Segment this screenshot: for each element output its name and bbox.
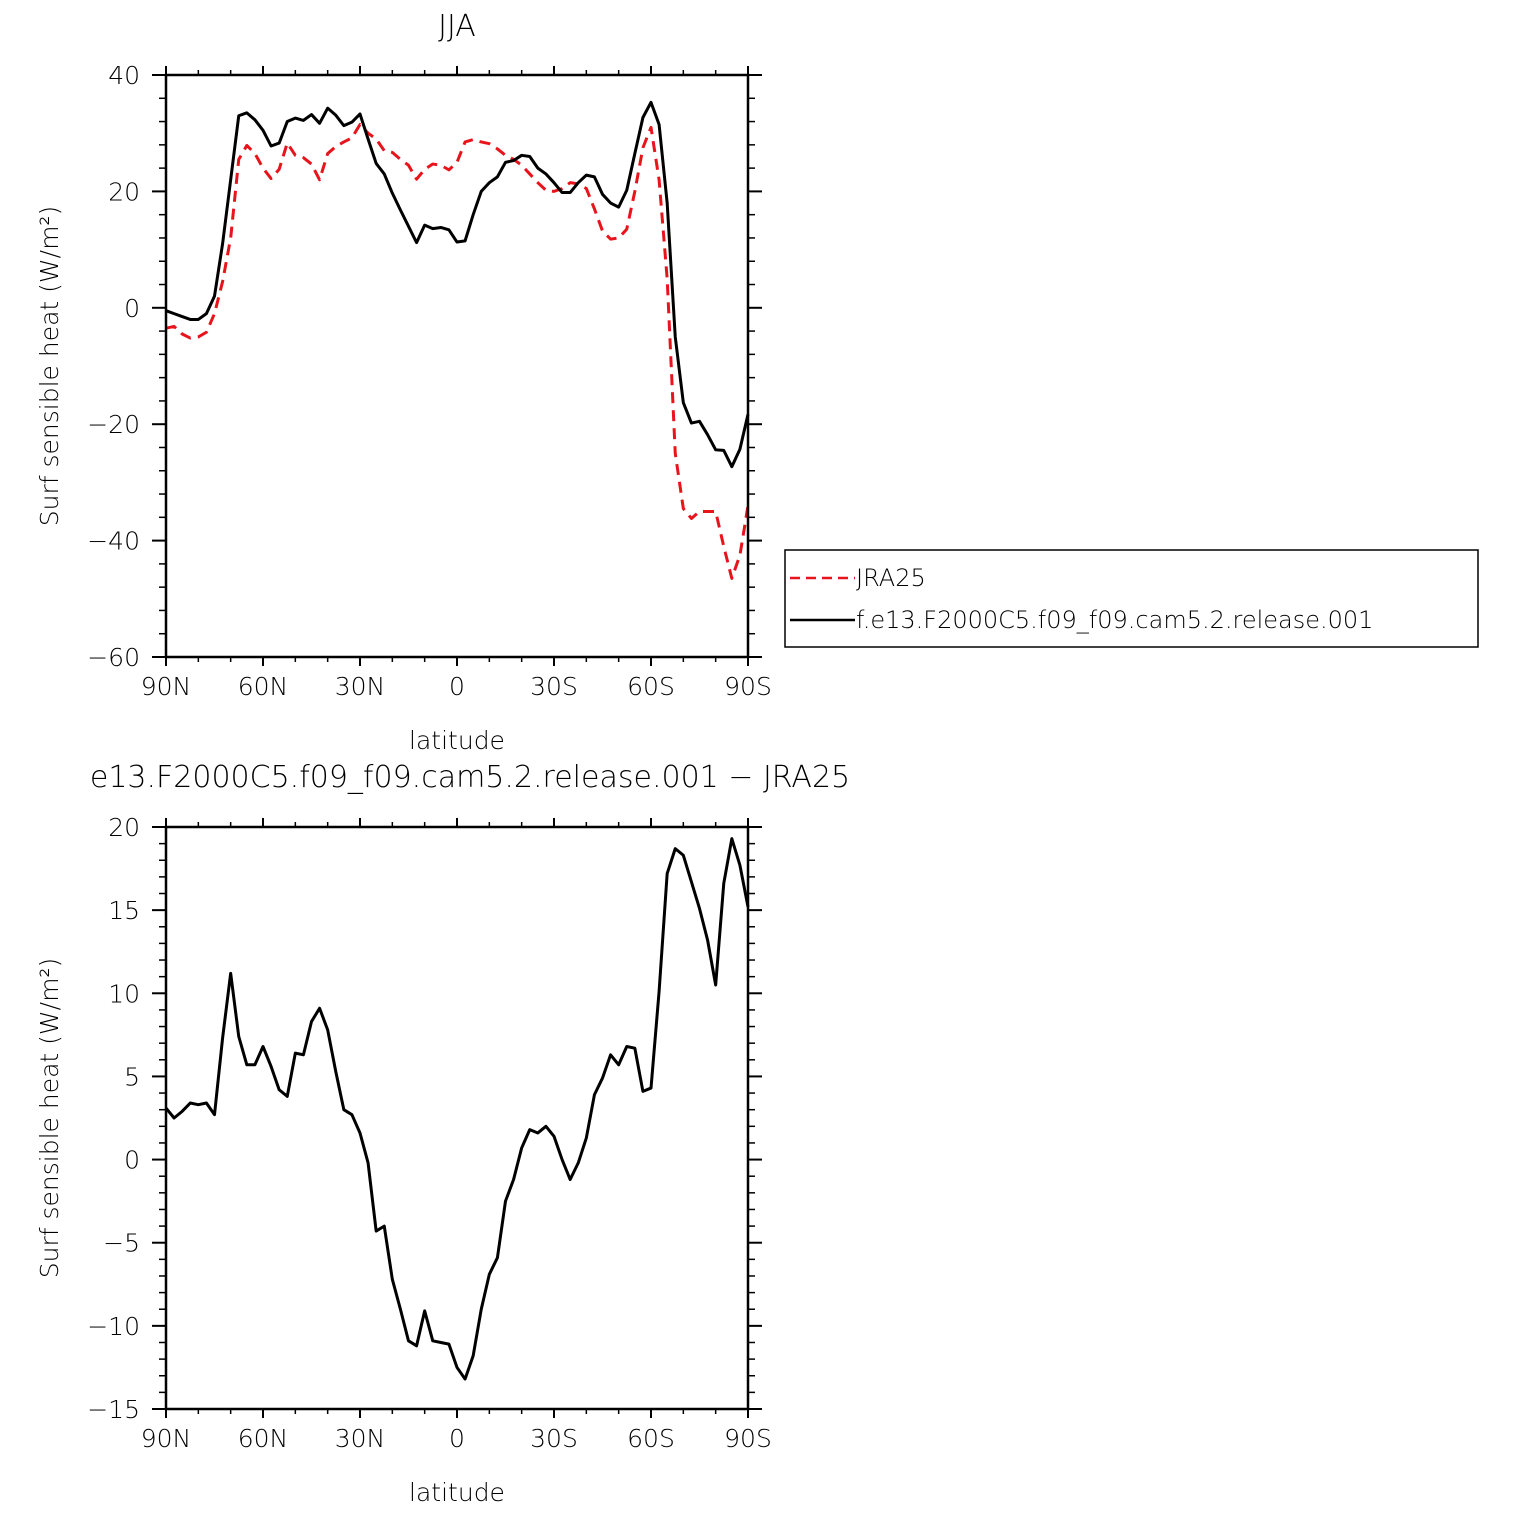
bottom-x-tick-label: 90S — [724, 1424, 772, 1453]
bottom-y-tick-label: 20 — [108, 813, 140, 842]
top-y-tick-label: 40 — [108, 61, 140, 90]
top-y-tick-label: 0 — [124, 294, 140, 323]
bottom-x-tick-label: 60S — [627, 1424, 675, 1453]
top-panel-title: JJA — [438, 9, 476, 44]
bottom-y-tick-label: −10 — [87, 1312, 140, 1341]
top-x-tick-label: 30N — [335, 672, 386, 701]
bottom-y-tick-label: 15 — [108, 896, 140, 925]
top-x-axis-label: latitude — [409, 726, 505, 755]
top-x-tick-label: 30S — [530, 672, 578, 701]
top-y-tick-label: −40 — [87, 527, 140, 556]
legend: JRA25 f.e13.F2000C5.f09_f09.cam5.2.relea… — [784, 549, 1479, 648]
bottom-x-axis-label: latitude — [409, 1478, 505, 1507]
bottom-series-0-line — [164, 837, 750, 1381]
top-y-axis-label: Surf sensible heat (W/m²) — [35, 206, 64, 526]
legend-label-model: f.e13.F2000C5.f09_f09.cam5.2.release.001 — [856, 606, 1373, 634]
top-series-1-line — [165, 100, 750, 469]
top-x-tick-label: 60N — [238, 672, 289, 701]
bottom-plot-frame — [164, 825, 750, 1411]
top-series-0-line — [165, 122, 750, 580]
bottom-x-tick-label: 60N — [238, 1424, 289, 1453]
top-x-tick-label: 0 — [449, 672, 465, 701]
top-y-tick-label: −60 — [87, 643, 140, 672]
top-x-tick-label: 90S — [724, 672, 772, 701]
top-x-tick-label: 60S — [627, 672, 675, 701]
bottom-panel-title: e13.F2000C5.f09_f09.cam5.2.release.001 −… — [90, 760, 850, 795]
bottom-y-tick-label: 10 — [108, 979, 140, 1008]
bottom-x-tick-label: 30N — [335, 1424, 386, 1453]
bottom-x-tick-label: 90N — [141, 1424, 192, 1453]
top-y-tick-label: 20 — [108, 177, 140, 206]
top-y-tick-label: −20 — [87, 410, 140, 439]
bottom-y-axis-label: Surf sensible heat (W/m²) — [35, 958, 64, 1278]
top-x-tick-label: 90N — [141, 672, 192, 701]
bottom-y-tick-label: 0 — [124, 1146, 140, 1175]
top-plot-frame — [164, 73, 750, 659]
bottom-y-tick-label: −5 — [103, 1229, 140, 1258]
bottom-panel: e13.F2000C5.f09_f09.cam5.2.release.001 −… — [35, 760, 850, 1507]
bottom-x-tick-label: 0 — [449, 1424, 465, 1453]
legend-label-jra25: JRA25 — [856, 564, 926, 592]
legend-box — [784, 549, 1479, 648]
bottom-y-tick-label: 5 — [124, 1062, 140, 1091]
bottom-y-tick-label: −15 — [87, 1395, 140, 1424]
bottom-x-tick-label: 30S — [530, 1424, 578, 1453]
top-panel: JJA 90N 60N 30N 0 30S 60S 90S −60 −40 −20 0 20 40 la… — [35, 9, 772, 755]
